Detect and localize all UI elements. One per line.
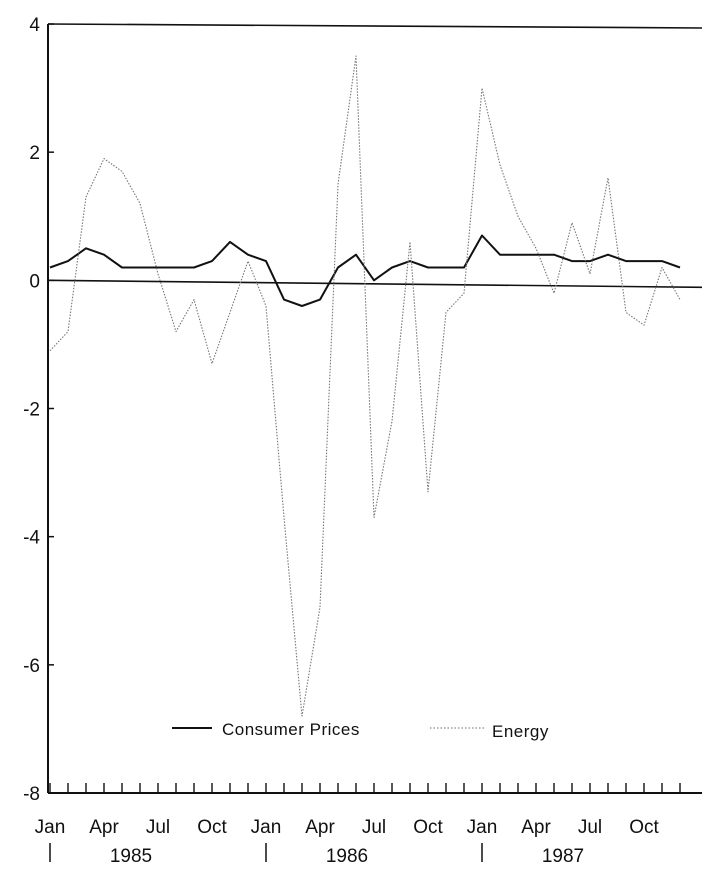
plot-frame (47, 23, 702, 794)
y-axis-ticks: 4 2 0 -2 -4 -6 -8 (23, 15, 54, 805)
x-month-label: Oct (629, 817, 659, 838)
x-month-label: Jan (35, 817, 66, 838)
y-tick-label: -6 (23, 656, 40, 677)
top-border (47, 23, 702, 29)
x-axis-ticks: Jan Apr Jul Oct Jan Apr Jul Oct Jan Apr Jul Oct 1985… (35, 783, 681, 867)
x-month-label: Apr (305, 817, 335, 838)
x-month-label: Apr (521, 817, 551, 838)
zero-line (47, 279, 702, 289)
x-month-label: Jan (251, 817, 282, 838)
series-line-consumer-prices (49, 234, 681, 307)
y-tick-label: 2 (29, 143, 40, 164)
x-month-label: Jan (467, 817, 498, 838)
legend-label-consumer-prices: Consumer Prices (222, 720, 360, 739)
y-tick-label: -8 (23, 784, 40, 805)
x-month-label: Jul (146, 817, 170, 838)
y-tick-label: 4 (29, 15, 40, 36)
x-year-label: 1987 (542, 846, 584, 867)
x-month-label: Oct (197, 817, 227, 838)
y-tick-label: -2 (23, 400, 40, 421)
x-month-label: Apr (89, 817, 119, 838)
x-year-label: 1985 (110, 846, 152, 867)
x-year-label: 1986 (326, 846, 368, 867)
x-month-label: Jul (578, 817, 602, 838)
legend-label-energy: Energy (492, 722, 549, 741)
legend: Consumer Prices Energy (172, 720, 549, 741)
x-month-label: Oct (413, 817, 443, 838)
series-line-energy (49, 55, 681, 717)
y-tick-label: 0 (29, 271, 40, 292)
series-layer (49, 55, 681, 717)
y-tick-label: -4 (23, 528, 40, 549)
x-month-label: Jul (362, 817, 386, 838)
